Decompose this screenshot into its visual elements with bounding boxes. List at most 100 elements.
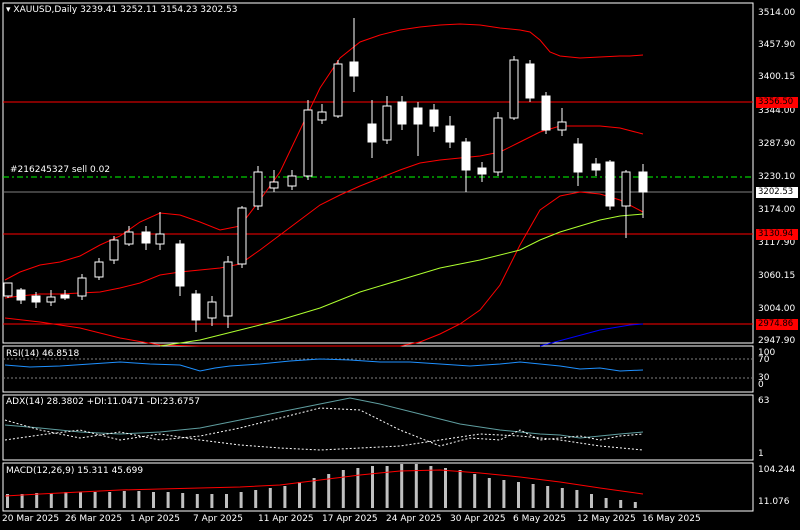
candle-body[interactable] <box>429 109 439 127</box>
macd-label[interactable]: MACD(12,26,9) 15.311 45.699 <box>6 466 144 476</box>
macd-bar <box>225 494 228 508</box>
candle-body[interactable] <box>31 295 41 303</box>
date-axis-label: 30 Apr 2025 <box>450 514 506 524</box>
price-tag-lower: 2974.86 <box>756 319 798 330</box>
macd-bar <box>93 492 97 508</box>
macd-bar <box>633 502 637 508</box>
rsi-axis-30: 30 <box>758 373 770 383</box>
macd-bar <box>298 482 301 508</box>
main-panel-border <box>2 2 754 344</box>
candle-body[interactable] <box>477 167 487 175</box>
adx-axis-top: 63 <box>758 396 770 406</box>
candle-body[interactable] <box>367 123 377 143</box>
candle-body[interactable] <box>141 231 151 244</box>
candle-body[interactable] <box>525 63 535 99</box>
price-tag-upper: 3356.50 <box>756 97 798 108</box>
candles-group[interactable] <box>3 18 648 332</box>
date-axis-label: 1 Apr 2025 <box>130 514 180 524</box>
candle-body[interactable] <box>94 261 104 278</box>
macd-bar <box>283 486 287 508</box>
candle-body[interactable] <box>287 175 297 187</box>
candle-body[interactable] <box>541 95 551 131</box>
macd-bar <box>560 488 564 508</box>
candle-body[interactable] <box>382 105 392 141</box>
bollinger-lower <box>4 191 644 347</box>
macd-bar <box>195 494 199 508</box>
macd-histogram <box>6 464 637 508</box>
macd-bar <box>546 486 550 508</box>
candle-body[interactable] <box>493 117 503 173</box>
chart-title[interactable]: ▾ XAUUSD,Daily 3239.41 3252.11 3154.23 3… <box>6 5 238 16</box>
adx-panel-border <box>2 394 754 461</box>
rsi-label[interactable]: RSI(14) 46.8518 <box>6 349 80 359</box>
macd-bar <box>181 493 185 508</box>
date-axis-label: 11 Apr 2025 <box>258 514 314 524</box>
candle-body[interactable] <box>191 293 201 321</box>
candle-body[interactable] <box>638 171 648 193</box>
candle-body[interactable] <box>16 289 26 301</box>
candle-body[interactable] <box>223 261 233 317</box>
bollinger-middle <box>4 125 644 299</box>
adx-label[interactable]: ADX(14) 28.3802 +DI:11.0471 -DI:23.6757 <box>6 397 200 407</box>
candle-body[interactable] <box>207 301 217 319</box>
trade-label[interactable]: #216245327 sell 0.02 <box>10 165 111 175</box>
candle-body[interactable] <box>303 109 313 177</box>
price-axis-label: 3457.90 <box>758 40 796 50</box>
candle-body[interactable] <box>60 294 70 299</box>
adx-minus-di <box>4 429 644 451</box>
price-axis-label: 3344.00 <box>758 106 796 116</box>
candle-body[interactable] <box>269 181 279 189</box>
candle-body[interactable] <box>605 161 615 207</box>
macd-bar <box>312 478 316 508</box>
candle-body[interactable] <box>445 125 455 143</box>
rsi-line <box>4 358 644 372</box>
price-axis-label: 2947.90 <box>758 336 796 346</box>
price-axis-label: 3230.10 <box>758 172 796 182</box>
macd-bar <box>429 466 433 508</box>
candle-body[interactable] <box>109 239 119 261</box>
macd-bar <box>64 492 68 508</box>
date-axis-label: 24 Apr 2025 <box>386 514 442 524</box>
candle-body[interactable] <box>155 233 165 245</box>
date-axis-label: 17 Apr 2025 <box>322 514 378 524</box>
collapse-triangle-icon[interactable]: ▾ <box>6 5 11 15</box>
candle-body[interactable] <box>77 277 87 297</box>
candle-body[interactable] <box>461 141 471 171</box>
ohlc-values: 3239.41 3252.11 3154.23 3202.53 <box>80 5 238 15</box>
rsi-panel-border <box>2 345 754 393</box>
macd-bar <box>575 490 579 508</box>
candle-body[interactable] <box>557 121 567 131</box>
candle-body[interactable] <box>573 143 583 173</box>
candle-body[interactable] <box>333 63 343 117</box>
candle-body[interactable] <box>237 207 247 265</box>
macd-bar <box>517 482 520 508</box>
candle-body[interactable] <box>175 243 185 287</box>
macd-bar <box>108 492 112 508</box>
candle-body[interactable] <box>591 163 601 171</box>
price-tag-mid: 3130.94 <box>756 229 798 240</box>
macd-bar <box>6 494 9 508</box>
adx-axis-bottom: 1 <box>758 449 764 459</box>
macd-panel-border <box>2 462 754 512</box>
candle-body[interactable] <box>317 111 327 121</box>
macd-signal-line <box>4 469 644 497</box>
price-axis-label: 3287.90 <box>758 139 796 149</box>
candle-body[interactable] <box>413 107 423 125</box>
candle-body[interactable] <box>509 59 519 119</box>
macd-axis-bottom: 11.076 <box>758 497 790 507</box>
macd-bar <box>210 494 214 508</box>
candle-body[interactable] <box>46 296 56 303</box>
rsi-axis-100: 100 <box>758 348 776 358</box>
candle-body[interactable] <box>253 171 263 207</box>
macd-bar <box>604 498 608 508</box>
macd-bar <box>341 470 345 508</box>
candle-body[interactable] <box>124 231 134 245</box>
ma-blue-line <box>539 323 644 347</box>
macd-bar <box>531 484 535 508</box>
candle-body[interactable] <box>397 101 407 125</box>
candle-body[interactable] <box>621 171 631 207</box>
date-axis-label: 6 May 2025 <box>513 514 566 524</box>
candle-body[interactable] <box>349 61 359 77</box>
candle-body[interactable] <box>3 282 13 297</box>
